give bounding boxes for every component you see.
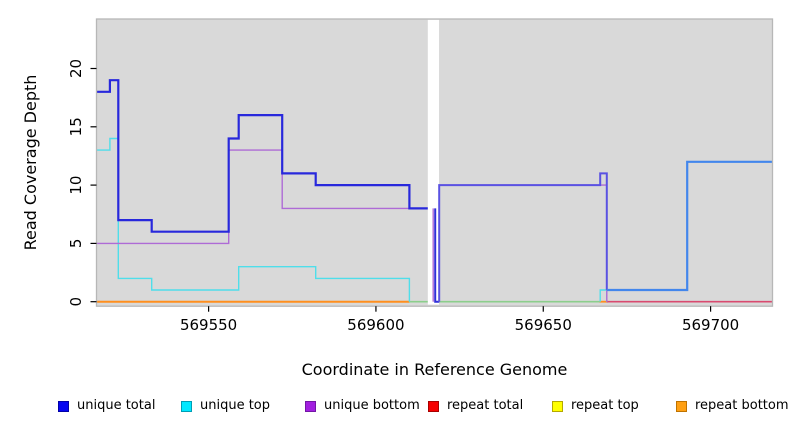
y-tick-label: 15 (67, 117, 85, 136)
unique-total-mid-line (438, 172, 608, 302)
legend-swatch-icon (58, 401, 69, 412)
y-tick-label: 5 (67, 239, 85, 249)
coverage-gap-band (427, 19, 440, 305)
legend-label: unique top (200, 398, 271, 413)
y-tick-label: 10 (67, 176, 85, 195)
plot-border (95, 18, 774, 307)
legend-label: unique total (77, 398, 156, 413)
legend-swatch-icon (305, 401, 316, 412)
unique-bottom-left-line (96, 149, 434, 245)
legend-swatch-icon (428, 401, 439, 412)
legend-label: unique bottom (324, 398, 420, 413)
legend-label: repeat total (447, 398, 524, 413)
x-tick-label: 569650 (515, 316, 572, 334)
x-tick-label: 569600 (347, 316, 404, 334)
y-axis-title: Read Coverage Depth (21, 75, 40, 251)
legend-swatch-icon (676, 401, 687, 412)
unique-total-gap-drop-line (434, 208, 440, 303)
unique-total-left-line (96, 79, 436, 233)
x-tick-label: 569550 (180, 316, 237, 334)
unique-total-right-line (606, 160, 773, 292)
y-tick-label: 20 (67, 59, 85, 78)
unique-top-left-line (96, 137, 411, 302)
x-axis-title: Coordinate in Reference Genome (302, 360, 568, 379)
legend-label: repeat top (571, 398, 639, 413)
legend: unique total unique top unique bottom repea… (0, 0, 792, 413)
x-tick-label: 569700 (682, 316, 739, 334)
legend-swatch-icon (181, 401, 192, 412)
y-tick-label: 0 (67, 297, 85, 307)
legend-swatch-icon (552, 401, 563, 412)
legend-label: repeat bottom (695, 398, 789, 413)
